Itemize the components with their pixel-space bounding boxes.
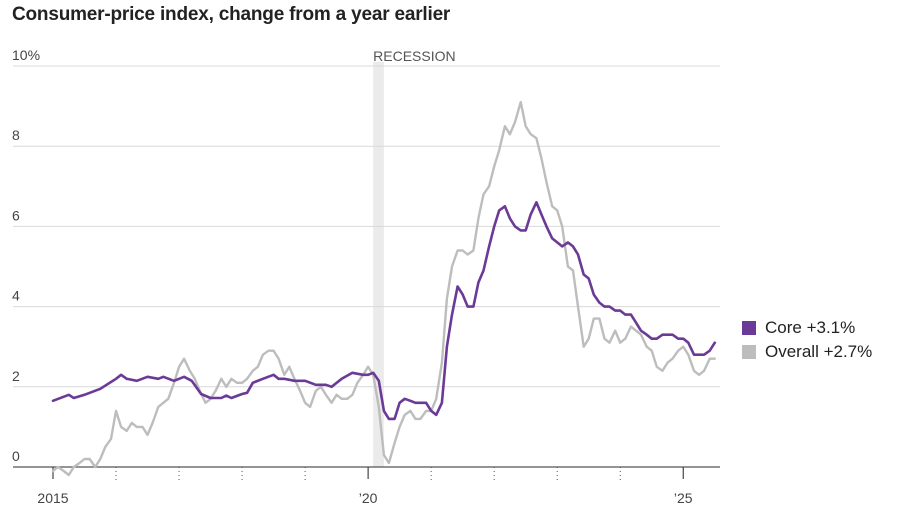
series-lines <box>51 100 717 477</box>
legend-item-overall[interactable]: Overall +2.7% <box>742 340 872 364</box>
chart-title: Consumer-price index, change from a year… <box>12 4 451 25</box>
legend: Core +3.1% Overall +2.7% <box>742 316 872 364</box>
recession-band <box>373 62 384 467</box>
y-tick-label: 2 <box>12 368 20 384</box>
series-line-core <box>51 201 717 421</box>
series-line-overall <box>51 100 716 477</box>
y-tick-label: 4 <box>12 288 20 304</box>
y-tick-label: 10% <box>12 47 40 63</box>
x-tick-label: 2015 <box>37 490 68 506</box>
y-tick-label: 8 <box>12 127 20 143</box>
legend-label-core: Core +3.1% <box>765 318 856 337</box>
gridlines <box>13 65 720 388</box>
x-tick-label: ’25 <box>674 490 693 506</box>
y-tick-label: 0 <box>12 448 20 464</box>
x-tick-label: ’20 <box>359 490 378 506</box>
legend-label-overall: Overall +2.7% <box>765 342 873 361</box>
recession-label: RECESSION <box>373 48 455 64</box>
x-axis <box>13 466 720 481</box>
legend-item-core[interactable]: Core +3.1% <box>742 316 872 340</box>
legend-swatch-overall <box>742 345 756 359</box>
axis-labels: RECESSION 0 2 4 6 8 10% 2015 ’20 ’25 <box>12 47 693 506</box>
y-tick-label: 6 <box>12 207 20 223</box>
legend-swatch-core <box>742 321 756 335</box>
recession-band-group <box>373 62 384 467</box>
